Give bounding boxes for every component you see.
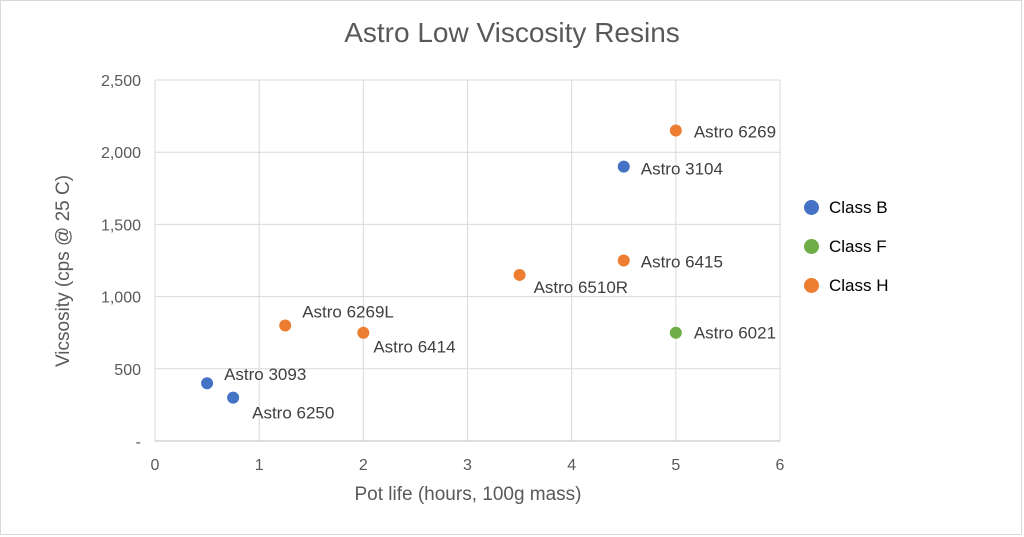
legend-label-class-f: Class F	[829, 236, 887, 256]
legend-marker-class-b	[804, 200, 819, 215]
legend-item-class-b: Class B	[804, 188, 889, 227]
data-point	[227, 391, 240, 404]
data-point	[617, 160, 630, 173]
data-label: Astro 6250	[252, 404, 334, 423]
x-tick-label: 1	[255, 457, 264, 474]
data-label: Astro 3093	[224, 365, 306, 384]
y-tick-label: 500	[114, 362, 141, 379]
data-label: Astro 3104	[641, 160, 723, 179]
legend-label-class-h: Class H	[829, 275, 889, 295]
x-tick-label: 3	[463, 457, 472, 474]
data-label: Astro 6415	[641, 253, 723, 272]
data-point	[357, 326, 370, 339]
data-label: Astro 6510R	[534, 278, 629, 297]
x-tick-label: 2	[359, 457, 368, 474]
y-tick-label: 1,000	[101, 290, 141, 307]
y-tick-label: 2,000	[101, 145, 141, 162]
chart-title: Astro Low Viscosity Resins	[344, 17, 680, 48]
legend-marker-class-h	[804, 278, 819, 293]
x-axis-label: Pot life (hours, 100g mass)	[354, 484, 582, 505]
data-point	[669, 124, 682, 137]
data-point	[513, 268, 526, 281]
legend-label-class-b: Class B	[829, 197, 888, 217]
data-point	[669, 326, 682, 339]
x-tick-label: 0	[151, 457, 160, 474]
data-point	[617, 254, 630, 267]
data-label: Astro 6021	[694, 324, 776, 343]
legend-marker-class-f	[804, 239, 819, 254]
data-point	[201, 377, 214, 390]
y-tick-label: 1,500	[101, 217, 141, 234]
data-point	[279, 319, 292, 332]
x-tick-label: 4	[567, 457, 576, 474]
y-tick-label: -	[136, 434, 141, 451]
legend-item-class-f: Class F	[804, 227, 889, 266]
x-tick-label: 6	[776, 457, 785, 474]
x-tick-label: 5	[671, 457, 680, 474]
data-label: Astro 6269	[694, 123, 776, 142]
data-label: Astro 6269L	[302, 302, 394, 321]
y-tick-label: 2,500	[101, 73, 141, 90]
legend-item-class-h: Class H	[804, 266, 889, 305]
data-label: Astro 6414	[373, 338, 455, 357]
legend: Class B Class F Class H	[804, 188, 889, 305]
